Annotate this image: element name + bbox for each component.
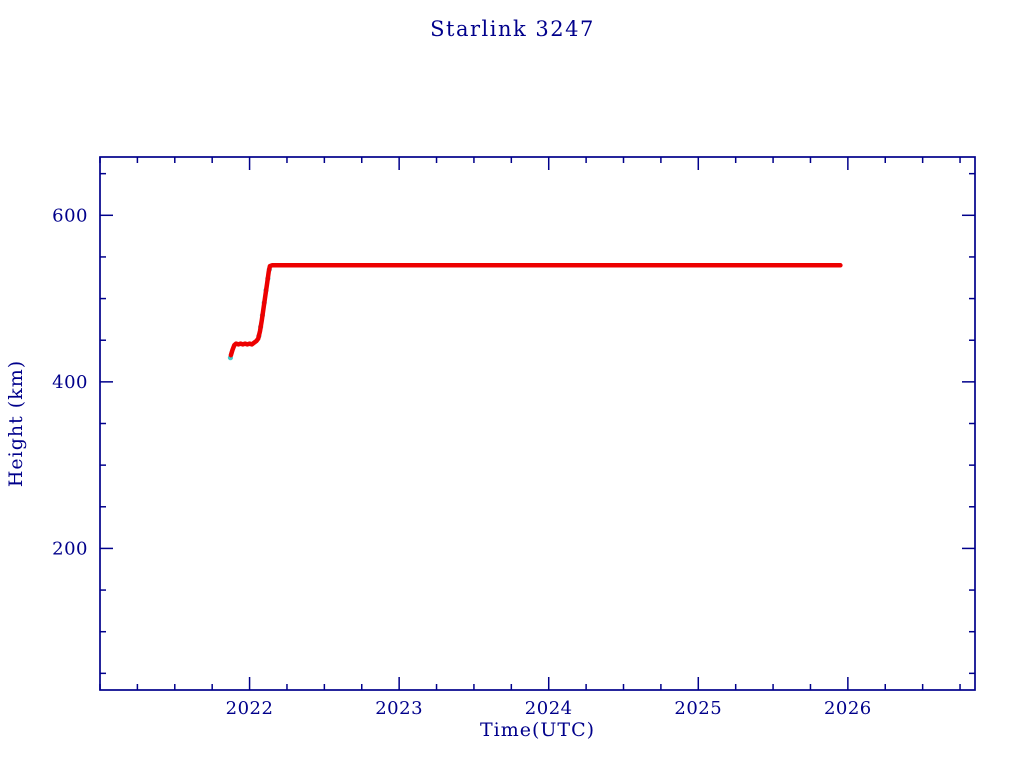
x-tick-label: 2024 [525,698,573,719]
plot-frame [99,156,976,691]
y-axis-label: Height (km) [5,360,27,487]
y-tick-label: 400 [52,372,88,393]
x-tick-label: 2026 [824,698,872,719]
x-axis-label: Time(UTC) [480,719,595,741]
x-tick-label: 2022 [226,698,274,719]
x-tick-label: 2023 [375,698,423,719]
series-line-height-main [228,263,843,358]
y-tick-label: 600 [52,205,88,226]
chart-title: Starlink 3247 [430,17,595,41]
x-tick-label: 2025 [674,698,722,719]
y-tick-label: 200 [52,538,88,559]
